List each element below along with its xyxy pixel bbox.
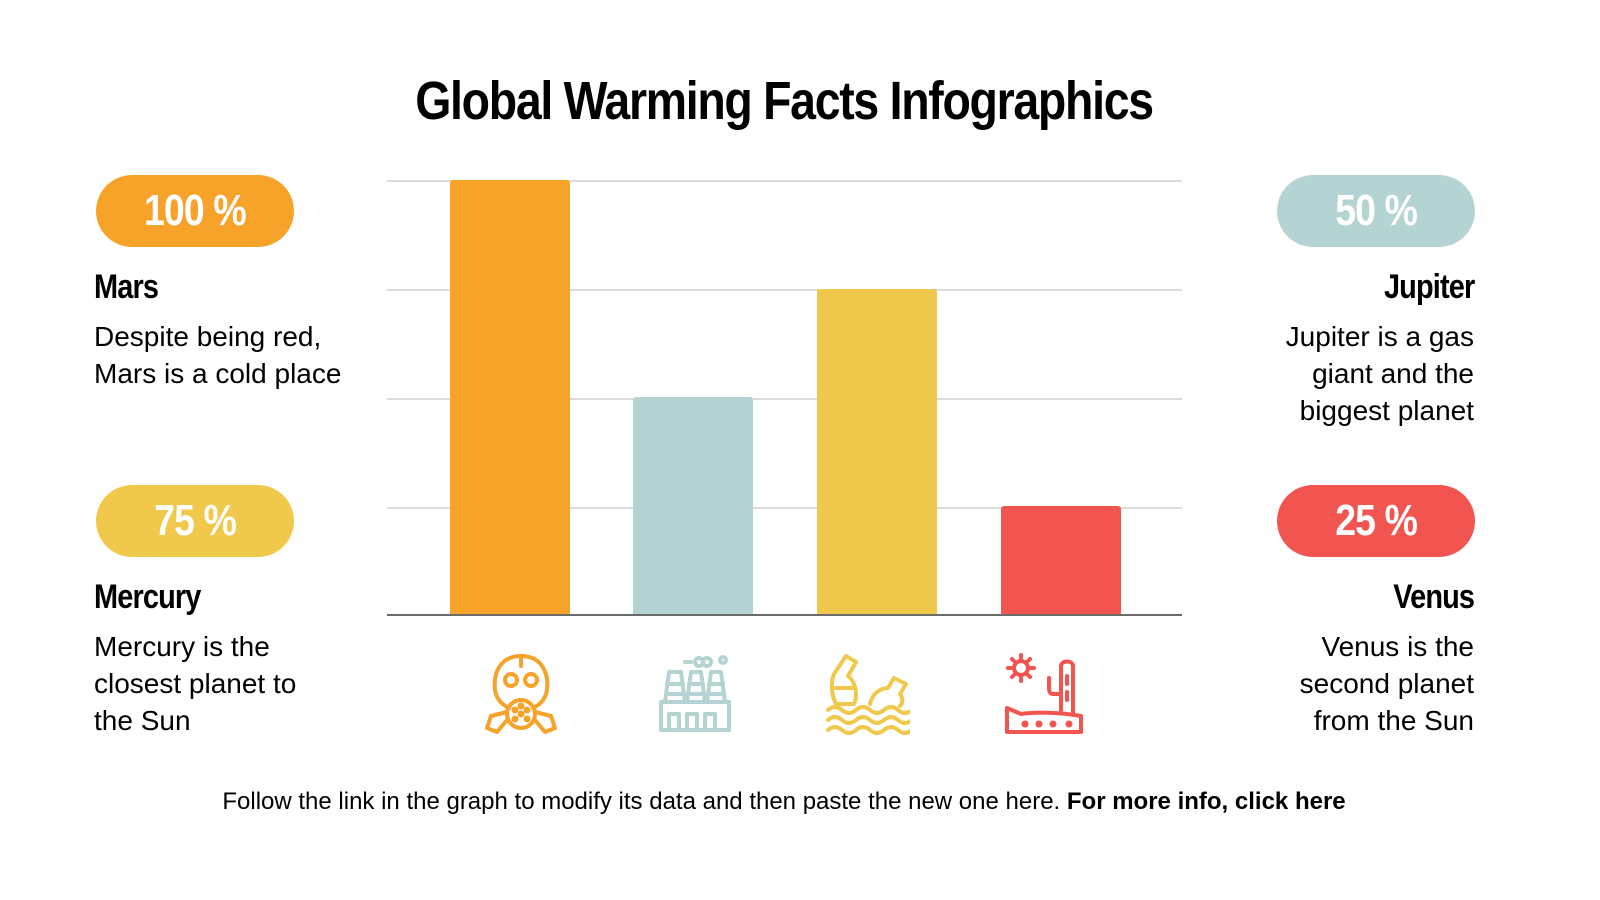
footer-note: Follow the link in the graph to modify i… [222,788,1346,815]
page-title: Global Warming Facts Infographics [415,71,1154,131]
venus-description: Venus is the second planet from the Sun [1299,631,1474,736]
gridline-100 [387,180,1182,182]
mars-percent-badge: 100 % [96,175,294,247]
factory-icon [659,655,731,732]
gas-mask-icon [485,654,557,734]
gridline-25 [387,507,1182,509]
gridline-75 [387,289,1182,291]
mercury-description: Mercury is the closest planet to the Sun [94,631,297,736]
jupiter-description: Jupiter is a gas giant and the biggest p… [1285,321,1474,426]
mercury-percent-badge: 75 % [96,485,294,557]
bar-jupiter[interactable] [633,397,753,614]
gridline-50 [387,398,1182,400]
mars-title: Mars [94,268,159,306]
bar-venus[interactable] [1001,505,1121,614]
jupiter-percent-badge: 50 % [1277,175,1475,247]
mars-description: Despite being red, Mars is a cold place [94,321,342,389]
venus-percent-badge: 25 % [1277,485,1475,557]
bar-mercury[interactable] [817,288,937,614]
jupiter-title: Jupiter [1383,268,1475,306]
desert-cactus-icon [1005,653,1083,734]
x-axis [387,614,1182,616]
bar-chart[interactable] [387,180,1182,616]
venus-title: Venus [1393,578,1475,616]
more-info-link[interactable]: For more info, click here [1066,788,1346,815]
bottles-in-water-icon [826,654,910,735]
mercury-title: Mercury [94,578,201,616]
bar-mars[interactable] [450,180,570,614]
